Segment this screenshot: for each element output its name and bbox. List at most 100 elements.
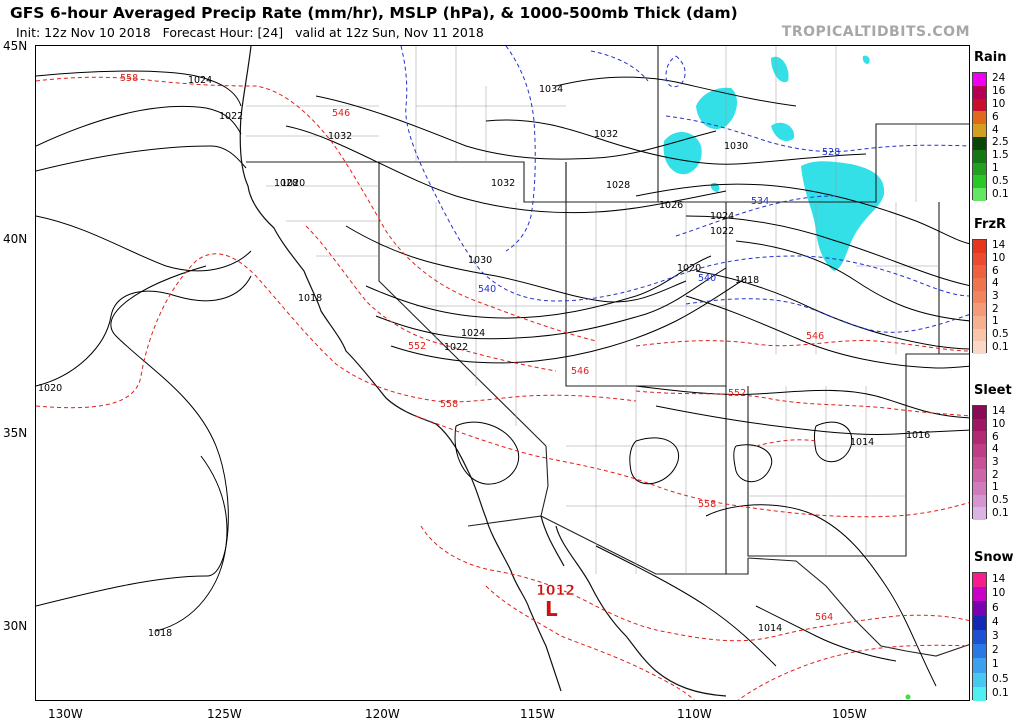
- low-pressure-center: 1012 L: [536, 583, 575, 621]
- legend-swatch: [973, 507, 986, 520]
- chart-subtitle: Init: 12z Nov 10 2018 Forecast Hour: [24…: [16, 25, 484, 40]
- legend-bar-snow: [972, 572, 987, 701]
- legend-title-snow: Snow: [974, 550, 1014, 565]
- legend-swatch: [973, 443, 986, 457]
- legend-bar-frzr: [972, 239, 987, 354]
- thickness-warm: [36, 76, 969, 700]
- isobar-label: 1024: [710, 211, 734, 222]
- legend-tick-label: 0.1: [992, 340, 1009, 353]
- legend-tick-label: 10: [992, 587, 1006, 600]
- isobar-label: 1014: [850, 437, 874, 448]
- legend-swatch: [973, 73, 986, 86]
- legend-tick-label: 2: [992, 468, 999, 481]
- legend-swatch: [973, 456, 986, 470]
- legend-tick-label: 4: [992, 443, 999, 456]
- legend-tick-label: 0.5: [992, 174, 1009, 187]
- isobar-label: 1014: [758, 623, 782, 634]
- legend-swatch: [973, 587, 986, 602]
- legend-swatch: [973, 672, 986, 687]
- lat-label-40n: 40N: [3, 232, 28, 246]
- legend-tick-label: 1.5: [992, 149, 1009, 162]
- legend-swatch: [973, 265, 986, 278]
- legend-swatch: [973, 601, 986, 616]
- isobar-label: 1020: [38, 383, 62, 394]
- legend-swatch: [973, 481, 986, 495]
- legend-tick-label: 6: [992, 430, 999, 443]
- legend-tick-label: 6: [992, 110, 999, 123]
- low-pressure-symbol: L: [545, 597, 558, 621]
- thickness-label: 564: [815, 612, 833, 623]
- lat-label-30n: 30N: [3, 619, 28, 633]
- legend-tick-label: 3: [992, 456, 999, 468]
- legend-swatch: [973, 277, 986, 291]
- legend-swatch: [973, 149, 986, 163]
- legend-swatch: [973, 658, 986, 673]
- isobar-label: 1028: [274, 178, 298, 189]
- legend-swatch: [973, 629, 986, 645]
- legend-tick-label: 0.5: [992, 672, 1009, 685]
- thickness-label: 540: [478, 284, 496, 295]
- lat-label-35n: 35N: [3, 426, 28, 440]
- legend-tick-label: 0.1: [992, 506, 1009, 519]
- isobar-label: 1026: [659, 200, 683, 211]
- legend-swatch: [973, 188, 986, 201]
- lon-label-130w: 130W: [48, 707, 83, 721]
- thickness-label: 558: [698, 499, 716, 510]
- thickness-label: 552: [408, 341, 426, 352]
- pressure-labels: 1024 1022 1020 1018 1018 1020 1032 1028 …: [38, 75, 930, 639]
- thickness-cold: [400, 46, 969, 333]
- lon-label-120w: 120W: [365, 707, 400, 721]
- isobar-label: 1032: [594, 129, 618, 140]
- political-borders: [246, 46, 969, 657]
- legend-tick-label: 3: [992, 630, 999, 642]
- legend-swatch: [973, 328, 986, 342]
- thickness-label: 546: [806, 331, 824, 342]
- isobar-label: 1030: [724, 141, 748, 152]
- legend-swatch: [973, 98, 986, 112]
- weather-map[interactable]: 1024 1022 1020 1018 1018 1020 1032 1028 …: [35, 45, 970, 701]
- legend-swatch: [973, 686, 986, 701]
- legend-tick-label: 4: [992, 615, 999, 628]
- low-pressure-value: 1012: [536, 583, 575, 599]
- thickness-label: 534: [751, 196, 769, 207]
- thickness-label: 546: [571, 366, 589, 377]
- legend-swatch: [973, 431, 986, 444]
- legend-sleet: Sleet 14 10 6 4 3 2 1 0.5 0.1: [972, 383, 1024, 520]
- legend-swatch: [973, 252, 986, 266]
- thickness-label: 540: [698, 273, 716, 284]
- legend-swatch: [973, 644, 986, 659]
- legend-tick-label: 1: [992, 315, 999, 328]
- legend-swatch: [973, 615, 986, 630]
- thickness-labels-cold: 540 528 534 540: [478, 147, 840, 295]
- legend-swatch: [973, 111, 986, 125]
- legend-tick-label: 3: [992, 290, 999, 302]
- thickness-label: 546: [332, 108, 350, 119]
- chart-title: GFS 6-hour Averaged Precip Rate (mm/hr),…: [10, 4, 738, 22]
- legend-tick-label: 1: [992, 162, 999, 174]
- legend-tick-label: 2: [992, 644, 999, 657]
- county-lines: [246, 46, 939, 574]
- isobar-label: 1022: [219, 111, 243, 122]
- legend-tick-label: 4: [992, 277, 999, 290]
- legend-swatch: [973, 573, 986, 588]
- thickness-label: 528: [822, 147, 840, 158]
- legend-swatch: [973, 341, 986, 354]
- lon-label-125w: 125W: [207, 707, 242, 721]
- legend-tick-label: 14: [992, 405, 1006, 418]
- lon-label-115w: 115W: [520, 707, 555, 721]
- coastline: [239, 46, 727, 697]
- isobar-label: 1034: [539, 84, 563, 95]
- isobar-label: 1024: [461, 328, 485, 339]
- legend-swatch: [973, 303, 986, 316]
- isobar-label: 1018: [298, 293, 322, 304]
- legend-swatch: [973, 418, 986, 432]
- legend-tick-label: 10: [992, 252, 1006, 264]
- legend-tick-label: 0.1: [992, 686, 1009, 699]
- legend-tick-label: 14: [992, 239, 1006, 252]
- snow-precip-areas: [663, 55, 885, 271]
- legend-tick-label: 1: [992, 658, 999, 671]
- lat-label-45n: 45N: [3, 39, 28, 53]
- brand-watermark: TROPICALTIDBITS.COM: [781, 24, 970, 40]
- legend-rain: Rain 24 16 10 6 4 2.5 1.5 1 0.5 0.1: [972, 50, 1024, 201]
- isobar-label: 1028: [606, 180, 630, 191]
